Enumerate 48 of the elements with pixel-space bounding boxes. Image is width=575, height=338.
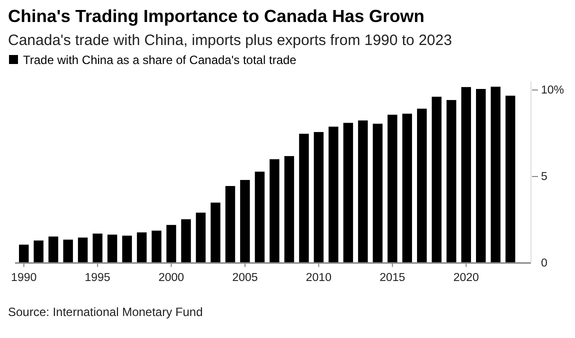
bar bbox=[136, 232, 147, 263]
y-tick-label: 0 bbox=[541, 258, 548, 270]
bar bbox=[299, 134, 309, 263]
x-tick-label: 2010 bbox=[306, 272, 332, 284]
bar bbox=[358, 120, 368, 263]
bar bbox=[284, 156, 294, 263]
bar bbox=[402, 114, 412, 263]
x-tick-label: 2005 bbox=[232, 272, 258, 284]
x-tick-label: 2020 bbox=[453, 272, 479, 284]
x-tick-label: 1995 bbox=[84, 272, 110, 284]
bar bbox=[196, 212, 206, 263]
bar bbox=[254, 172, 265, 263]
bar bbox=[490, 86, 500, 263]
chart-subtitle: Canada's trade with China, imports plus exports from 1990 to 2023 bbox=[8, 32, 452, 49]
bar bbox=[372, 124, 383, 263]
bar bbox=[122, 236, 132, 263]
bar bbox=[225, 186, 236, 263]
bar bbox=[476, 88, 486, 263]
bar bbox=[432, 96, 442, 263]
bar bbox=[505, 96, 516, 263]
y-tick-label: 10% bbox=[541, 84, 564, 97]
bar bbox=[328, 126, 338, 263]
bar bbox=[166, 224, 176, 263]
bar bbox=[388, 114, 398, 263]
bar bbox=[270, 159, 280, 263]
bar bbox=[417, 108, 427, 263]
source-note: Source: International Monetary Fund bbox=[8, 305, 203, 319]
bar bbox=[446, 100, 456, 263]
y-tick-label: 5 bbox=[541, 171, 548, 184]
bar bbox=[152, 230, 162, 263]
x-tick-label: 1990 bbox=[11, 272, 37, 284]
bar bbox=[92, 234, 102, 263]
x-tick-label: 2000 bbox=[158, 272, 184, 284]
bar bbox=[314, 132, 324, 263]
legend-label: Trade with China as a share of Canada's total trade bbox=[23, 53, 297, 67]
bar bbox=[18, 244, 29, 263]
bar bbox=[107, 234, 118, 263]
bar bbox=[461, 87, 471, 263]
bar bbox=[78, 238, 88, 263]
bar bbox=[210, 202, 220, 263]
bar bbox=[34, 240, 44, 263]
bar bbox=[63, 240, 73, 263]
bar bbox=[240, 180, 250, 263]
chart-title: China's Trading Importance to Canada Has Grown bbox=[8, 6, 424, 26]
bar bbox=[48, 236, 58, 263]
bar bbox=[343, 122, 354, 263]
x-tick-label: 2015 bbox=[380, 272, 406, 284]
bar bbox=[181, 219, 191, 263]
